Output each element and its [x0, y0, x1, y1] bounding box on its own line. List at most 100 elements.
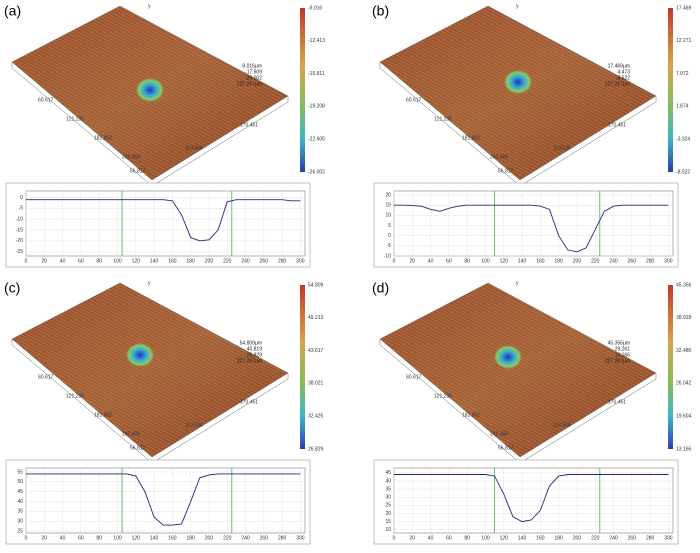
surface-axis-label: 60.617: [38, 97, 54, 103]
surface-edge: [11, 344, 289, 464]
colorbar-label: -9.016: [308, 5, 322, 11]
x-tick-label: 0: [393, 258, 396, 264]
surface-texture: [12, 283, 288, 457]
y-tick-label: 0: [388, 233, 391, 239]
x-tick-label: 200: [573, 258, 582, 264]
y-tick-label: -15: [16, 227, 23, 233]
x-tick-label: 300: [664, 535, 673, 541]
x-tick-label: 220: [591, 535, 600, 541]
x-tick-label: 220: [591, 258, 600, 264]
y-tick-label: 55: [17, 469, 23, 475]
surface-axis-label: 121.235: [434, 393, 452, 399]
x-tick-label: 40: [60, 535, 66, 541]
surface-axis-label: 121.235: [66, 116, 84, 122]
x-tick-label: 60: [78, 258, 84, 264]
y-tick-label: 30: [17, 519, 23, 525]
x-tick-label: 280: [278, 258, 287, 264]
annotation: 13.166: [615, 352, 631, 358]
annotation: 227.267μm: [605, 358, 630, 364]
plot-area: [25, 190, 306, 257]
x-tick-label: 20: [42, 258, 48, 264]
x-tick-label: 300: [296, 258, 305, 264]
x-tick-label: 100: [113, 258, 122, 264]
surface-axis-label: 181.852: [462, 135, 480, 141]
colorbar-label: -19.208: [308, 104, 325, 110]
colorbar-label: 54.809: [308, 282, 324, 288]
x-tick-label: 100: [113, 535, 122, 541]
x-tick-label: 180: [554, 258, 563, 264]
y-tick-label: 45: [17, 489, 23, 495]
x-tick-label: 220: [223, 535, 232, 541]
y-tick-label: 15: [385, 519, 391, 525]
x-tick-label: 20: [410, 535, 416, 541]
y-tick-label: 15: [385, 203, 391, 209]
surface-axis-label: 181.852: [94, 412, 112, 418]
plot-area: [393, 467, 674, 534]
surface-edge: [11, 67, 289, 187]
surface-axis-label: 242.469: [490, 154, 508, 160]
surface-axis-label: 170.451: [240, 399, 258, 405]
annotation: 45.356μm: [608, 340, 630, 346]
y-tick-label: -5: [19, 206, 24, 212]
x-tick-label: 300: [664, 258, 673, 264]
annotation: 29.261: [615, 346, 631, 352]
annotation: 26.829: [247, 352, 263, 358]
x-tick-label: 40: [60, 258, 66, 264]
x-tick-label: 240: [609, 535, 618, 541]
surface-axis-label: 56.817: [130, 445, 146, 451]
surface-axis-label: 60.617: [406, 374, 422, 380]
surface-axis-label: 242.469: [122, 154, 140, 160]
y-tick-label: 45: [385, 470, 391, 476]
x-tick-label: 60: [78, 535, 84, 541]
panel-label: (c): [4, 280, 20, 296]
plot-area: [393, 190, 674, 257]
x-tick-label: 120: [500, 535, 509, 541]
x-tick-label: 0: [25, 258, 28, 264]
colorbar-label: 43.617: [308, 348, 324, 354]
x-tick-label: 240: [241, 535, 250, 541]
annotation: -9.016μm: [241, 63, 262, 69]
x-tick-label: 260: [260, 258, 269, 264]
colorbar-label: 12.271: [676, 38, 692, 44]
plot-area: [25, 467, 306, 534]
colorbar-label: 26.042: [676, 381, 692, 387]
x-tick-label: 80: [464, 258, 470, 264]
y-tick-label: 10: [385, 527, 391, 533]
surface-axis-label: 121.235: [434, 116, 452, 122]
x-tick-label: 280: [646, 258, 655, 264]
y-tick-label: 30: [385, 495, 391, 501]
x-tick-label: 260: [628, 535, 637, 541]
x-tick-label: 260: [260, 535, 269, 541]
colorbar-label: 13.166: [676, 446, 692, 452]
x-tick-label: 120: [132, 258, 141, 264]
y-tick-label: 50: [17, 479, 23, 485]
profile-line: [394, 204, 669, 253]
surface-axis-label: 60.617: [406, 97, 422, 103]
x-tick-label: 140: [150, 535, 159, 541]
colorbar-label: 17.469: [676, 5, 692, 11]
colorbar-label: 1.874: [676, 104, 689, 110]
annotation: 17.469μm: [608, 63, 630, 69]
annotation: -26.002: [245, 75, 262, 81]
x-tick-label: 80: [464, 535, 470, 541]
profile-line: [26, 473, 301, 526]
x-tick-label: 60: [446, 258, 452, 264]
colorbar: [300, 8, 305, 172]
colorbar: [668, 8, 673, 172]
surface-axis-label: 242.469: [490, 431, 508, 437]
crater: [494, 345, 522, 369]
y-tick-label: 20: [385, 511, 391, 517]
profile-line: [394, 474, 669, 523]
y-tick-label: 5: [388, 223, 391, 229]
annotation: 54.809μm: [240, 340, 262, 346]
crater: [126, 343, 154, 367]
panel-label: (d): [372, 280, 389, 296]
annotation: 227.267μm: [237, 358, 262, 364]
annotation: 40.819: [247, 346, 263, 352]
axis-letter: y: [516, 3, 519, 9]
colorbar-label: 32.425: [308, 414, 324, 420]
surface-axis-label: 170.451: [608, 122, 626, 128]
x-tick-label: 140: [150, 258, 159, 264]
x-tick-label: 40: [428, 535, 434, 541]
